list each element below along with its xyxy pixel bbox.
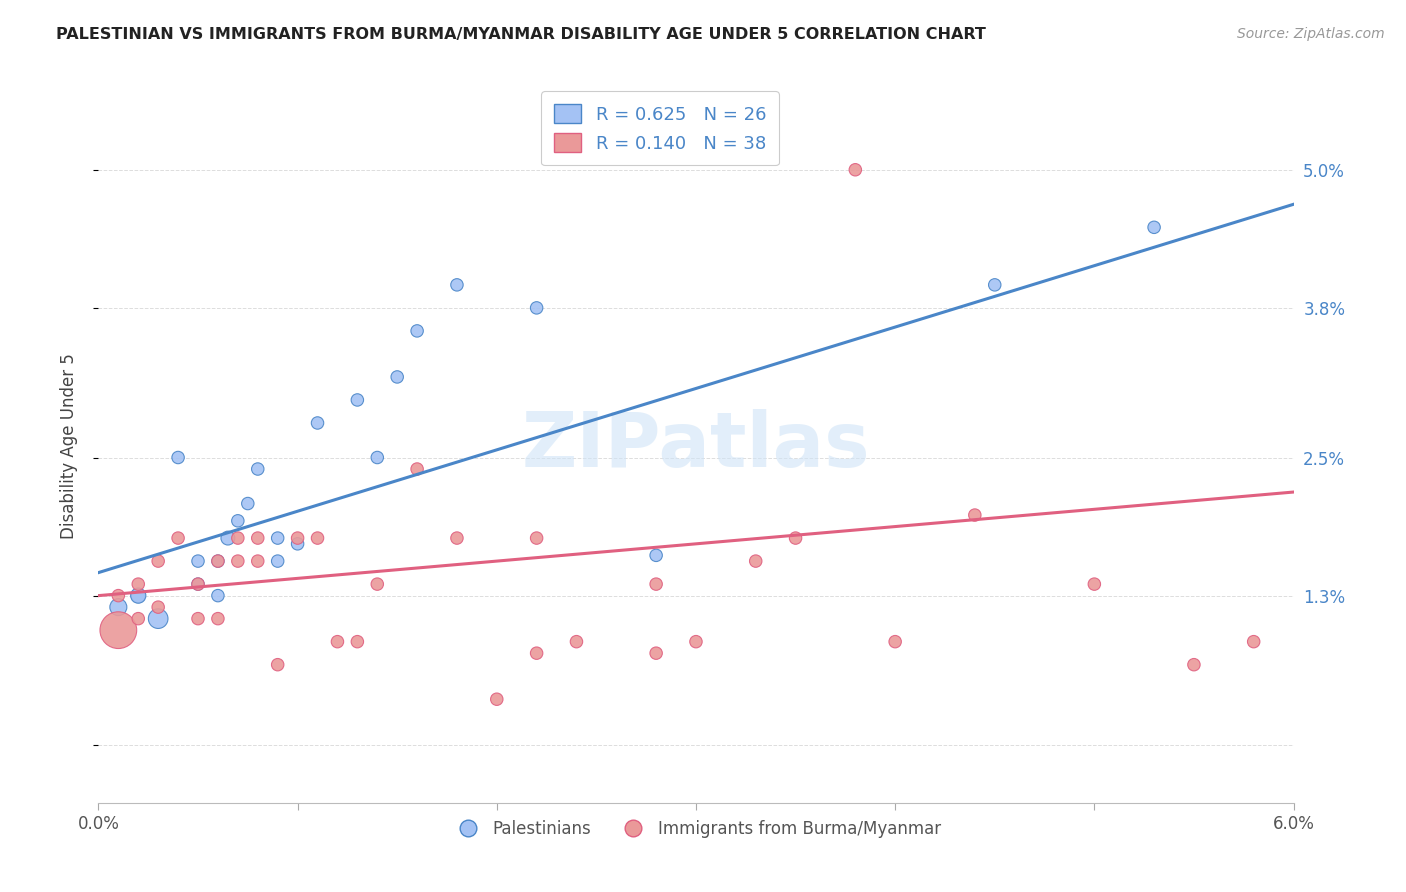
Point xyxy=(406,462,429,476)
Point xyxy=(207,554,229,568)
Point xyxy=(446,277,468,292)
Point xyxy=(287,531,309,545)
Point xyxy=(645,577,668,591)
Y-axis label: Disability Age Under 5: Disability Age Under 5 xyxy=(59,353,77,539)
Legend: Palestinians, Immigrants from Burma/Myanmar: Palestinians, Immigrants from Burma/Myan… xyxy=(444,814,948,845)
Point xyxy=(366,450,388,465)
Point xyxy=(1143,220,1166,235)
Point xyxy=(526,301,548,315)
Point xyxy=(745,554,768,568)
Point xyxy=(107,600,129,615)
Point xyxy=(226,514,249,528)
Point xyxy=(645,549,668,563)
Point xyxy=(844,162,866,177)
Point xyxy=(963,508,986,522)
Point xyxy=(565,634,588,648)
Point xyxy=(127,577,149,591)
Point xyxy=(267,531,290,545)
Point xyxy=(246,554,269,568)
Point xyxy=(267,554,290,568)
Point xyxy=(346,634,368,648)
Point xyxy=(785,531,807,545)
Point xyxy=(236,497,259,511)
Text: ZIPatlas: ZIPatlas xyxy=(522,409,870,483)
Point xyxy=(246,462,269,476)
Point xyxy=(346,392,368,407)
Point xyxy=(326,634,349,648)
Point xyxy=(1182,657,1205,672)
Point xyxy=(107,589,129,603)
Point xyxy=(207,554,229,568)
Point xyxy=(127,589,149,603)
Point xyxy=(984,277,1007,292)
Point xyxy=(307,531,329,545)
Point xyxy=(127,612,149,626)
Point xyxy=(884,634,907,648)
Point xyxy=(526,646,548,660)
Point xyxy=(307,416,329,430)
Point xyxy=(167,531,190,545)
Point xyxy=(167,450,190,465)
Point xyxy=(148,612,170,626)
Text: PALESTINIAN VS IMMIGRANTS FROM BURMA/MYANMAR DISABILITY AGE UNDER 5 CORRELATION : PALESTINIAN VS IMMIGRANTS FROM BURMA/MYA… xyxy=(56,27,986,42)
Point xyxy=(107,623,129,637)
Point xyxy=(685,634,707,648)
Point xyxy=(1083,577,1105,591)
Point xyxy=(148,554,170,568)
Point xyxy=(226,554,249,568)
Point xyxy=(446,531,468,545)
Point xyxy=(148,600,170,615)
Point xyxy=(526,531,548,545)
Point xyxy=(645,646,668,660)
Point xyxy=(287,537,309,551)
Point xyxy=(187,612,209,626)
Point xyxy=(406,324,429,338)
Point xyxy=(226,531,249,545)
Point xyxy=(485,692,508,706)
Point xyxy=(207,612,229,626)
Point xyxy=(366,577,388,591)
Point xyxy=(217,531,239,545)
Point xyxy=(267,657,290,672)
Point xyxy=(385,370,409,384)
Point xyxy=(187,554,209,568)
Point xyxy=(207,589,229,603)
Text: Source: ZipAtlas.com: Source: ZipAtlas.com xyxy=(1237,27,1385,41)
Point xyxy=(187,577,209,591)
Point xyxy=(127,589,149,603)
Point xyxy=(246,531,269,545)
Point xyxy=(187,577,209,591)
Point xyxy=(1243,634,1265,648)
